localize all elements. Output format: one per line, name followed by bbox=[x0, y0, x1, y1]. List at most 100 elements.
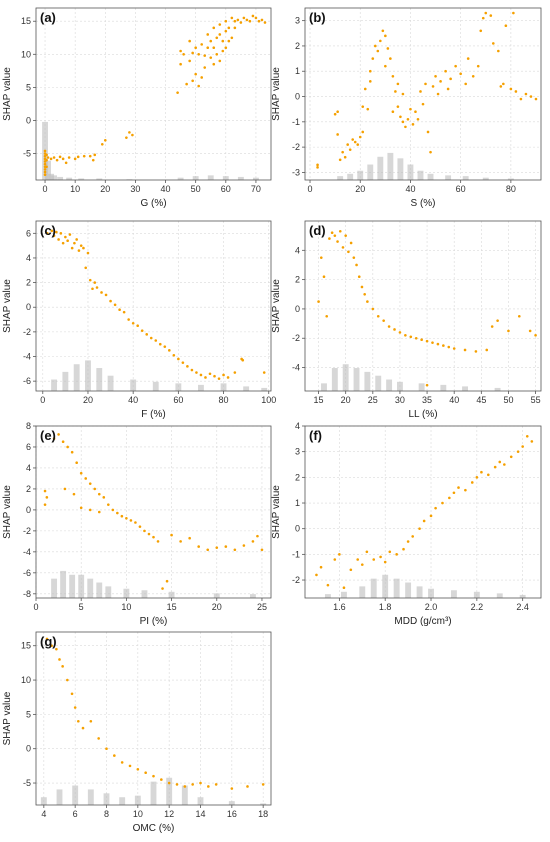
y-tick-label: -2 bbox=[23, 526, 31, 536]
data-point bbox=[167, 781, 171, 785]
data-point bbox=[474, 350, 478, 353]
data-point bbox=[209, 56, 213, 59]
y-tick-label: 1 bbox=[295, 498, 300, 508]
data-point bbox=[376, 314, 380, 318]
data-point bbox=[457, 486, 460, 489]
data-point bbox=[89, 719, 93, 723]
data-point bbox=[203, 66, 207, 69]
histogram-bar bbox=[60, 570, 67, 598]
data-point bbox=[401, 92, 405, 96]
data-point bbox=[52, 234, 56, 238]
x-tick-label: 1.6 bbox=[333, 602, 346, 612]
x-tick-label: 20 bbox=[355, 184, 365, 194]
data-point bbox=[152, 774, 155, 778]
data-point bbox=[93, 153, 97, 157]
data-point bbox=[43, 170, 47, 174]
data-point bbox=[111, 508, 115, 512]
data-point bbox=[45, 153, 48, 157]
data-point bbox=[125, 136, 128, 139]
histogram-bar bbox=[166, 777, 173, 805]
histogram-bar bbox=[462, 386, 468, 391]
histogram-bar bbox=[473, 591, 480, 598]
y-axis-title: SHAP value bbox=[271, 485, 282, 539]
data-point bbox=[197, 53, 200, 56]
data-point bbox=[349, 568, 353, 572]
x-tick-label: 30 bbox=[395, 395, 405, 405]
data-point bbox=[207, 785, 210, 788]
data-point bbox=[528, 329, 532, 333]
data-point bbox=[361, 130, 365, 134]
data-point bbox=[61, 665, 64, 668]
y-tick-label: 6 bbox=[26, 442, 31, 452]
data-point bbox=[91, 287, 94, 291]
data-point bbox=[50, 644, 53, 648]
histogram-bar bbox=[87, 578, 94, 598]
data-point bbox=[319, 256, 323, 259]
plot-area bbox=[305, 221, 541, 391]
data-point bbox=[88, 278, 92, 282]
data-point bbox=[152, 535, 155, 539]
y-tick-label: -2 bbox=[292, 333, 300, 343]
data-point bbox=[257, 19, 261, 23]
histogram-bar bbox=[123, 588, 130, 598]
data-point bbox=[404, 334, 407, 337]
histogram-bar bbox=[405, 582, 412, 598]
data-point bbox=[143, 529, 146, 533]
x-tick-label: 2.0 bbox=[425, 602, 438, 612]
data-point bbox=[128, 764, 132, 768]
data-point bbox=[371, 307, 375, 311]
data-point bbox=[66, 239, 69, 243]
histogram-bar bbox=[396, 381, 403, 391]
data-point bbox=[414, 110, 417, 114]
panel-label: (g) bbox=[40, 634, 57, 649]
x-tick-label: 20 bbox=[341, 395, 351, 405]
x-tick-label: 60 bbox=[456, 184, 466, 194]
data-point bbox=[154, 339, 158, 342]
x-tick-label: 50 bbox=[503, 395, 513, 405]
data-point bbox=[97, 492, 101, 496]
data-point bbox=[128, 131, 131, 134]
data-point bbox=[436, 92, 440, 96]
x-tick-label: 14 bbox=[195, 809, 205, 819]
histogram-bar bbox=[40, 797, 47, 805]
data-point bbox=[382, 319, 385, 322]
data-point bbox=[45, 165, 48, 169]
data-point bbox=[58, 658, 61, 661]
data-point bbox=[530, 440, 534, 443]
data-point bbox=[446, 87, 450, 91]
data-point bbox=[525, 434, 529, 438]
x-axis-title: G (%) bbox=[140, 198, 166, 209]
data-point bbox=[393, 328, 396, 331]
data-point bbox=[64, 235, 67, 239]
data-point bbox=[182, 53, 185, 56]
data-point bbox=[422, 519, 426, 523]
data-point bbox=[79, 471, 83, 475]
data-point bbox=[448, 496, 451, 500]
data-point bbox=[343, 155, 347, 159]
data-point bbox=[191, 79, 194, 83]
data-point bbox=[82, 154, 86, 158]
data-point bbox=[176, 91, 179, 94]
data-point bbox=[246, 785, 249, 788]
data-point bbox=[145, 333, 149, 336]
y-tick-label: -2 bbox=[23, 327, 31, 337]
data-point bbox=[131, 321, 135, 325]
data-point bbox=[459, 72, 462, 76]
data-point bbox=[497, 49, 500, 53]
histogram-bar bbox=[337, 176, 344, 180]
data-point bbox=[409, 335, 413, 339]
data-point bbox=[534, 334, 537, 337]
y-tick-label: -5 bbox=[23, 778, 31, 788]
x-tick-label: 80 bbox=[219, 395, 229, 405]
histogram-bar bbox=[181, 785, 188, 805]
data-point bbox=[224, 19, 228, 23]
data-point bbox=[93, 281, 97, 284]
histogram-bar bbox=[341, 591, 347, 598]
data-point bbox=[475, 476, 479, 479]
data-point bbox=[43, 489, 47, 493]
x-tick-label: 5 bbox=[79, 602, 84, 612]
data-point bbox=[93, 487, 97, 491]
data-point bbox=[100, 142, 104, 146]
histogram-bar bbox=[507, 178, 514, 180]
data-point bbox=[199, 373, 203, 377]
